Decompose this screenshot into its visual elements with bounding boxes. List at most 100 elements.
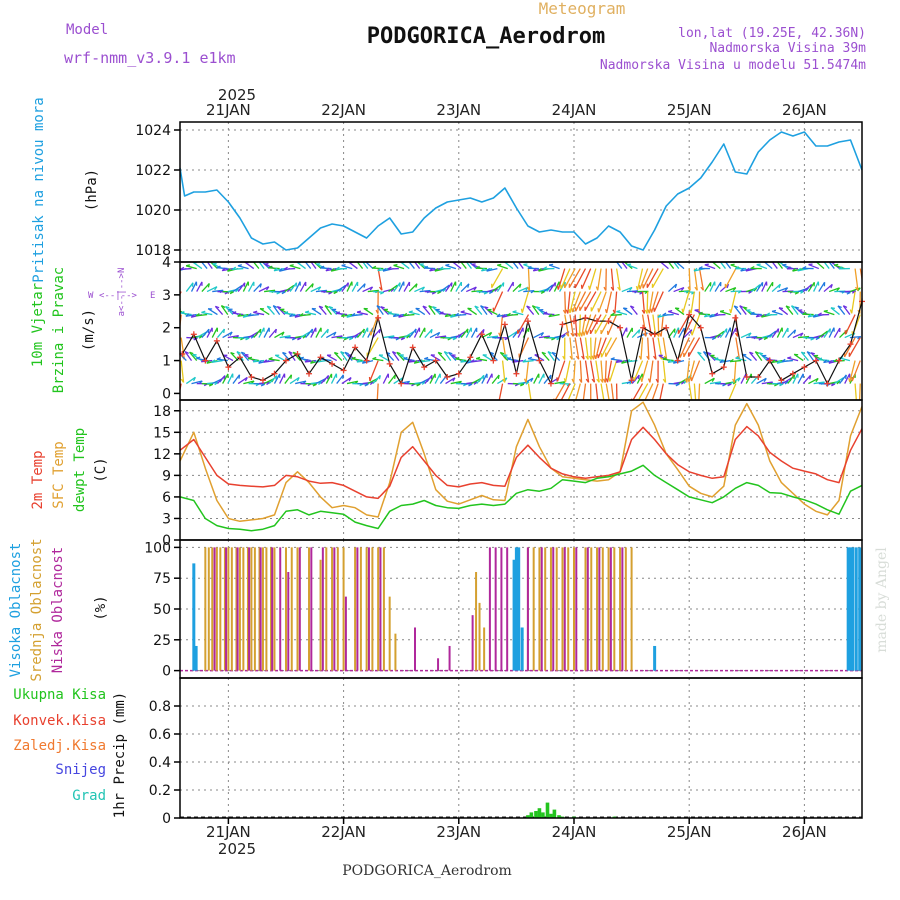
watermark: made by Angel: [874, 547, 890, 653]
wind-arrow: [704, 377, 715, 385]
wind-arrow: [543, 313, 555, 316]
wind-arrow: [597, 337, 607, 359]
wind-arrow: [807, 313, 819, 318]
wind-arrow: [567, 383, 576, 400]
wind-arrow-head: [506, 312, 511, 317]
wind-arrow-head: [673, 328, 676, 333]
wind-arrow-head: [258, 260, 262, 262]
date-label-top: 21JAN: [206, 101, 251, 119]
wind-arrow-head: [483, 291, 488, 295]
wind-arrow: [698, 313, 710, 316]
cloud-tick-label: 25: [153, 633, 171, 649]
wind-arrow: [578, 314, 581, 337]
wind-arrow-head: [836, 380, 841, 385]
wind-arrow: [465, 327, 472, 338]
wind-arrow-head: [732, 287, 737, 292]
wind-arrow: [823, 310, 835, 316]
wind-arrow: [553, 281, 560, 292]
wind-arrow-head: [466, 328, 469, 333]
wind-arrow: [854, 268, 859, 291]
wind-arrow-head: [185, 264, 191, 267]
wind-arrow: [756, 281, 764, 292]
wind-arrow-head: [612, 402, 614, 405]
wind-arrow: [237, 282, 246, 292]
wind-arrow-head: [354, 335, 359, 339]
wind-arrow: [616, 311, 628, 316]
wind-arrow: [766, 330, 777, 339]
wind-arrow-head: [618, 262, 619, 263]
wind-arrow-head: [334, 351, 339, 355]
wind-arrow: [450, 380, 462, 385]
wind-arrow-head: [289, 264, 294, 267]
wind-arrow: [206, 262, 213, 269]
wind-arrow-head: [214, 286, 218, 291]
cloud-tick-label: 0: [162, 664, 171, 680]
wind-arrow-head: [657, 314, 662, 318]
wind-arrow: [673, 327, 680, 338]
wind-arrow: [823, 283, 833, 293]
wind-arrow: [646, 291, 649, 314]
wind-arrow: [185, 282, 194, 292]
wind-arrow: [573, 360, 576, 383]
wind-arrow: [741, 353, 752, 362]
wind-arrow: [437, 351, 447, 362]
wind-arrow-head: [646, 355, 650, 360]
wind-arrow-head: [655, 378, 659, 383]
precip-bar: [545, 802, 550, 818]
wind-arrow: [376, 305, 384, 315]
wind-arrow: [574, 268, 587, 289]
wind-arrow: [253, 328, 262, 338]
wind-arrow: [413, 262, 421, 269]
wind-arrow: [808, 377, 819, 385]
wind-arrow-head: [335, 266, 340, 270]
wind-arrow-head: [422, 305, 427, 309]
wind-arrow: [595, 360, 600, 383]
wind-arrow: [196, 281, 203, 292]
wind-arrow: [341, 264, 353, 270]
wind-arrow: [455, 313, 467, 317]
wind-arrow-head: [473, 381, 478, 385]
precip-bar: [557, 815, 561, 818]
wind-arrow: [299, 313, 311, 317]
wind-arrow-head: [304, 310, 310, 313]
wind-arrow-head: [268, 265, 273, 269]
wind-arrow: [761, 281, 768, 292]
wind-arrow-head: [808, 263, 813, 266]
wind-arrow-head: [806, 351, 812, 354]
wind-arrow-head: [413, 360, 418, 364]
wind-arrow-head: [242, 314, 247, 318]
wind-panel-label-1: 10m Vjetar: [30, 283, 46, 367]
wind-arrow: [348, 262, 358, 270]
wind-arrow: [351, 331, 362, 339]
wind-arrow-head: [733, 305, 739, 309]
wind-arrow-head: [348, 337, 354, 341]
wind-arrow-head: [376, 305, 381, 308]
wind-arrow: [294, 281, 301, 292]
wind-arrow-head: [380, 291, 385, 295]
wind-arrow-head: [475, 265, 480, 269]
wind-arrow-head: [201, 310, 206, 314]
wind-arrow: [690, 291, 696, 314]
wind-arrow-head: [828, 360, 833, 364]
wind-arrow-head: [766, 312, 771, 316]
wind-arrow-head: [265, 286, 270, 291]
wind-arrow: [641, 360, 649, 382]
wind-unit: (m/s): [81, 309, 97, 351]
wind-arrow: [844, 314, 856, 335]
wind-arrow: [859, 268, 862, 283]
wind-arrow: [766, 281, 774, 292]
wind-arrow: [489, 351, 498, 362]
wind-arrow-head: [596, 378, 600, 383]
wind-arrow: [185, 313, 197, 317]
wind-arrow: [631, 329, 641, 339]
wind-arrow: [674, 307, 685, 316]
wind-arrow-head: [753, 287, 758, 292]
wind-arrow-head: [596, 402, 598, 405]
wind-arrow: [621, 262, 628, 269]
wind-arrow-head: [436, 332, 441, 337]
wind-arrow: [318, 305, 327, 315]
wind-arrow-head: [259, 283, 262, 288]
wind-arrow: [517, 262, 524, 269]
wind-arrow-head: [615, 402, 617, 405]
